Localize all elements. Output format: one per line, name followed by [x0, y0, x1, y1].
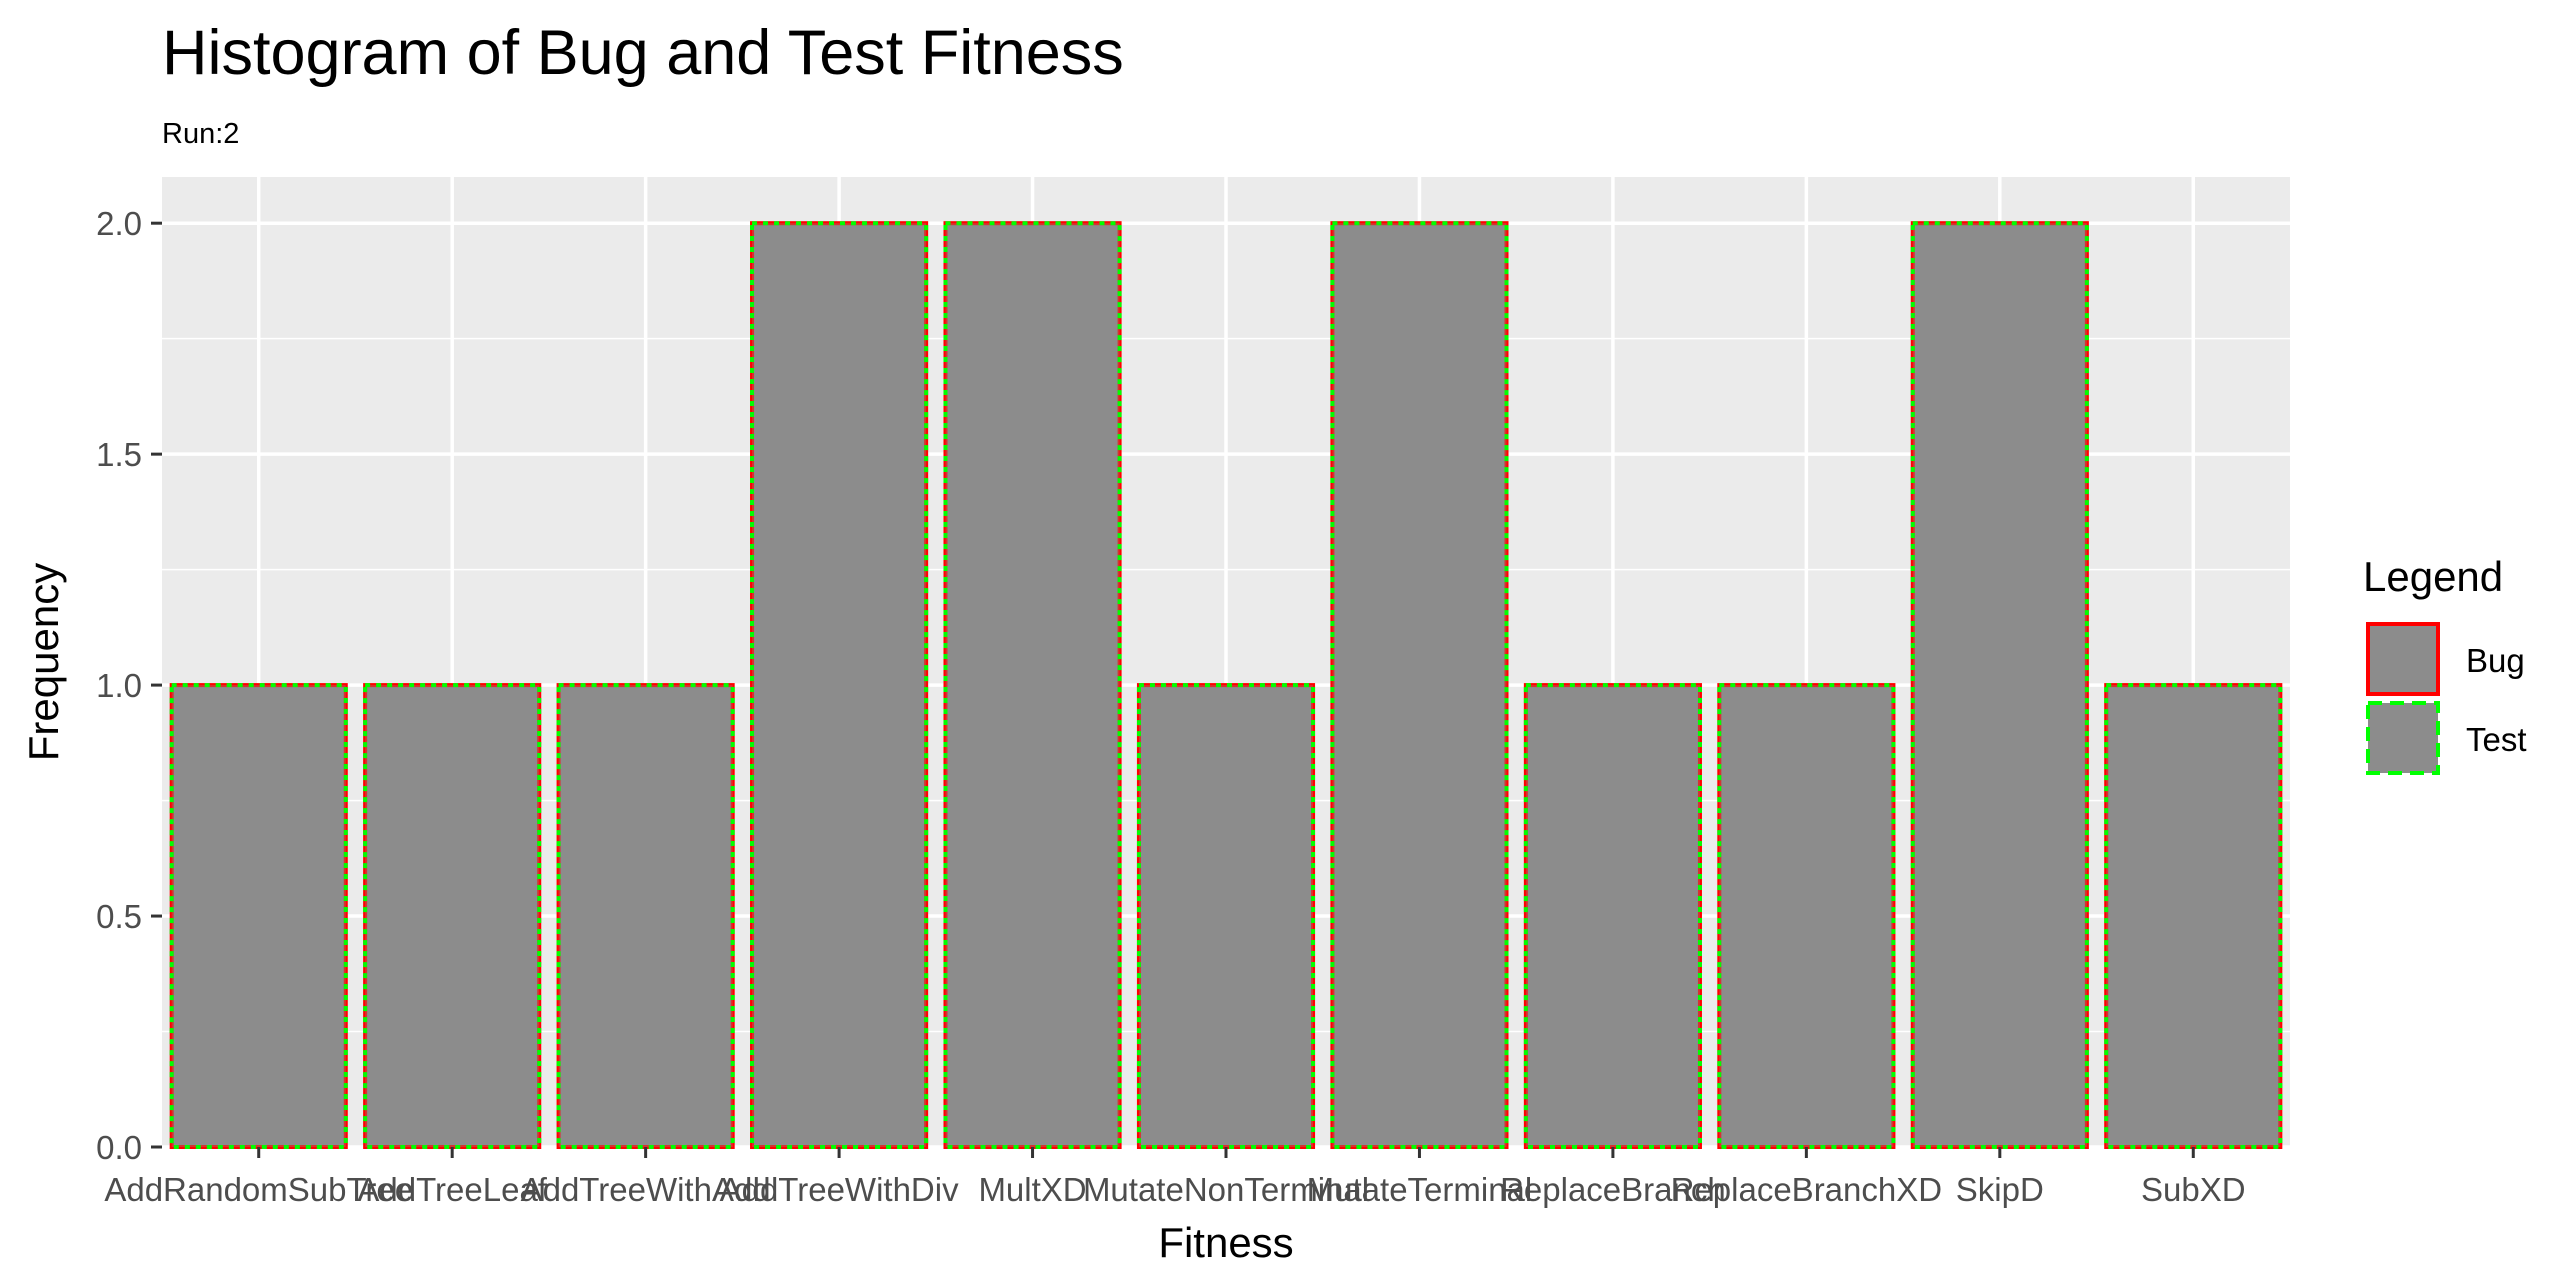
bar-bug-MultXD: [943, 221, 1122, 1149]
x-tick-label: AddTreeLeaf: [357, 1171, 547, 1208]
y-tick-label: 0.0: [96, 1129, 142, 1166]
chart-title: Histogram of Bug and Test Fitness: [162, 18, 1124, 88]
x-tick-label: SubXD: [2141, 1171, 2246, 1208]
bar-test-AddRandomSubTree: [169, 683, 348, 1149]
bar-bug-SubXD: [2104, 683, 2283, 1149]
x-tick-label: SkipD: [1956, 1171, 2044, 1208]
bar-test-AddTreeLeaf: [363, 683, 542, 1149]
y-tick-label: 1.5: [96, 436, 142, 473]
bar-bug-MutateTerminal: [1330, 221, 1509, 1149]
legend-key-test: [2366, 701, 2440, 775]
bar-test-MutateTerminal: [1330, 221, 1509, 1149]
bar-bug-AddTreeLeaf: [363, 683, 542, 1149]
x-tick-label: MultXD: [978, 1171, 1086, 1208]
bar-test-SubXD: [2104, 683, 2283, 1149]
bar-test-SkipD: [1910, 221, 2089, 1149]
legend-key-bug: [2366, 622, 2440, 696]
bar-test-AddTreeWithAdd: [556, 683, 735, 1149]
legend-label-bug: Bug: [2466, 642, 2525, 679]
legend-item-test: Test: [2366, 701, 2527, 775]
chart-subtitle: Run:2: [162, 118, 239, 150]
bars: [169, 221, 2283, 1149]
bar-bug-AddTreeWithAdd: [556, 683, 735, 1149]
x-tick-label: MutateTerminal: [1307, 1171, 1533, 1208]
x-tick-label: AddTreeWithAdd: [521, 1171, 771, 1208]
x-axis: AddRandomSubTreeAddTreeLeafAddTreeWithAd…: [104, 1147, 2246, 1208]
bar-bug-AddRandomSubTree: [169, 683, 348, 1149]
x-axis-title: Fitness: [1158, 1219, 1293, 1266]
x-tick-label: MutateNonTerminal: [1083, 1171, 1369, 1208]
bar-test-AddTreeWithDiv: [750, 221, 929, 1149]
legend: Legend Bug Test: [2363, 553, 2527, 775]
legend-title: Legend: [2363, 553, 2503, 600]
bar-bug-AddTreeWithDiv: [750, 221, 929, 1149]
bar-bug-SkipD: [1910, 221, 2089, 1149]
legend-label-test: Test: [2466, 721, 2527, 758]
legend-item-bug: Bug: [2366, 622, 2525, 696]
x-tick-label: ReplaceBranch: [1500, 1171, 1726, 1208]
x-tick-label: AddRandomSubTree: [104, 1171, 413, 1208]
bar-bug-MutateNonTerminal: [1136, 683, 1316, 1149]
x-tick-label: ReplaceBranchXD: [1671, 1171, 1942, 1208]
bar-test-ReplaceBranch: [1523, 683, 1702, 1149]
y-tick-label: 1.0: [96, 667, 142, 704]
y-tick-label: 0.5: [96, 898, 142, 935]
y-axis-title: Frequency: [20, 563, 67, 761]
bar-test-ReplaceBranchXD: [1717, 683, 1896, 1149]
bar-test-MutateNonTerminal: [1136, 683, 1316, 1149]
bar-bug-ReplaceBranch: [1523, 683, 1702, 1149]
y-tick-label: 2.0: [96, 205, 142, 242]
bar-test-MultXD: [943, 221, 1122, 1149]
y-axis: 0.0 0.5 1.0 1.5 2.0: [96, 205, 162, 1166]
x-tick-label: AddTreeWithDiv: [720, 1171, 960, 1208]
bar-bug-ReplaceBranchXD: [1717, 683, 1896, 1149]
